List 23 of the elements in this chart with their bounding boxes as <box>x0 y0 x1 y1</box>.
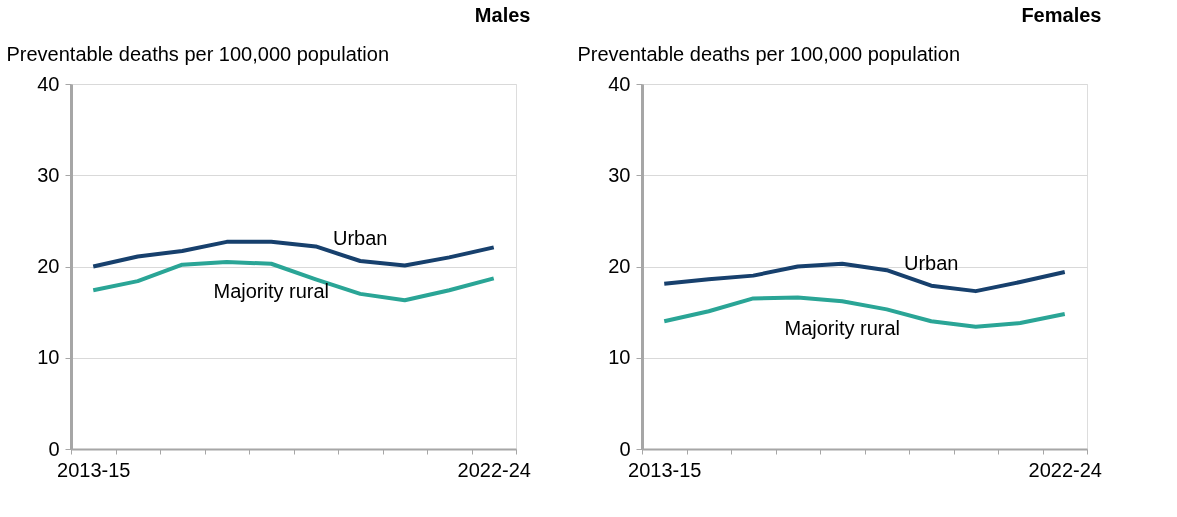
y-tick-label: 40 <box>37 72 60 95</box>
x-tick-label: 2013-15 <box>57 458 131 481</box>
chart-title: Females <box>1021 4 1102 26</box>
y-tick-label: 0 <box>619 437 631 460</box>
y-tick-label: 0 <box>48 437 60 460</box>
y-tick-label: 30 <box>608 163 631 186</box>
y-tick-label: 10 <box>608 346 631 369</box>
y-tick-label: 10 <box>37 346 60 369</box>
y-axis-title: Preventable deaths per 100,000 population <box>6 42 390 65</box>
y-axis-title: Preventable deaths per 100,000 population <box>577 42 961 65</box>
x-tick-label: 2022-24 <box>1028 458 1102 481</box>
series-label: Majority rural <box>784 317 901 340</box>
y-tick-label: 30 <box>37 163 60 186</box>
x-tick-label: 2013-15 <box>628 458 702 481</box>
chart-title: Males <box>474 4 531 26</box>
y-tick-label: 40 <box>608 72 631 95</box>
series-label: Majority rural <box>213 279 330 302</box>
y-tick-label: 20 <box>37 255 60 277</box>
series-label: Urban <box>904 251 959 274</box>
y-tick-label: 20 <box>608 255 631 277</box>
x-tick-label: 2022-24 <box>457 458 531 481</box>
series-label: Urban <box>333 227 388 250</box>
line-series <box>91 259 496 303</box>
